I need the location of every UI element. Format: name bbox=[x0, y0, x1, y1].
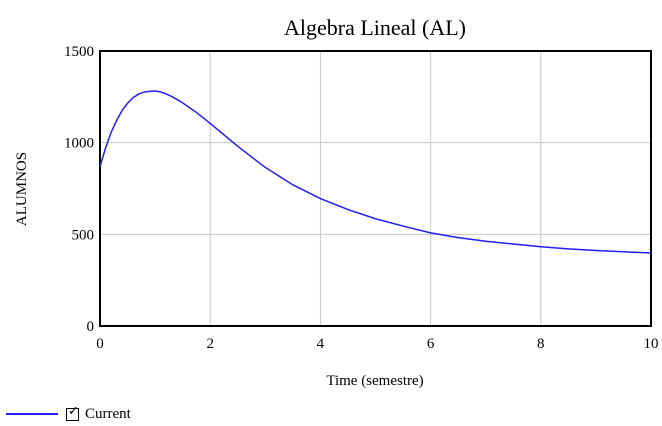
legend-label-current: Current bbox=[85, 405, 131, 422]
chart-title: Algebra Lineal (AL) bbox=[284, 15, 466, 40]
y-axis-label: ALUMNOS bbox=[14, 152, 30, 226]
grid bbox=[100, 51, 651, 326]
plot-frame bbox=[99, 50, 652, 327]
x-tick-label: 4 bbox=[317, 336, 325, 352]
x-tick-label: 10 bbox=[644, 336, 659, 352]
y-tick-labels: 0 500 1000 1500 bbox=[64, 44, 94, 335]
legend: ✓ Current bbox=[6, 404, 131, 424]
x-tick-labels: 0 2 4 6 8 10 bbox=[96, 336, 658, 352]
y-tick-label: 1000 bbox=[64, 136, 94, 152]
series-line-current bbox=[99, 90, 652, 254]
x-tick-label: 2 bbox=[206, 336, 214, 352]
checkmark-icon: ✓ bbox=[68, 403, 79, 419]
legend-line-swatch bbox=[6, 413, 58, 415]
y-tick-label: 500 bbox=[72, 227, 95, 243]
x-tick-label: 8 bbox=[537, 336, 545, 352]
x-tick-label: 0 bbox=[96, 336, 104, 352]
x-tick-label: 6 bbox=[427, 336, 435, 352]
x-axis-label: Time (semestre) bbox=[326, 373, 423, 389]
y-tick-label: 0 bbox=[87, 319, 95, 335]
y-tick-label: 1500 bbox=[64, 44, 94, 60]
legend-checkbox-current[interactable]: ✓ bbox=[66, 403, 79, 421]
